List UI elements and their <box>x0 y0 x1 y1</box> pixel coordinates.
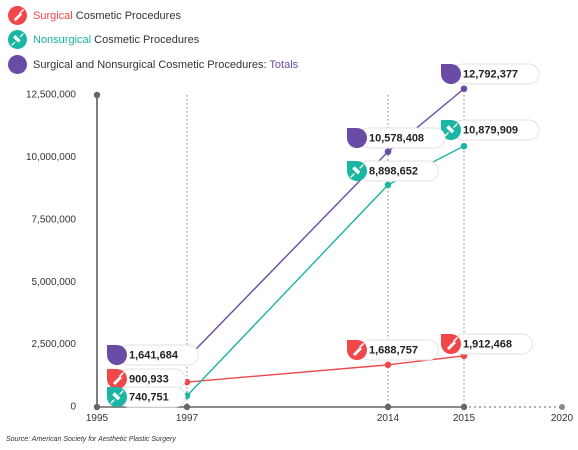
data-label: 1,688,757 <box>369 344 418 356</box>
data-point-totals <box>460 85 468 93</box>
data-point-nonsurgical <box>384 181 392 189</box>
legend-label: Surgical Cosmetic Procedures <box>33 10 181 22</box>
legend-item-surgical: Surgical Cosmetic Procedures <box>8 6 181 25</box>
data-label: 8,898,652 <box>369 165 418 177</box>
syringe-icon <box>107 387 127 407</box>
legend-item-nonsurgical: Nonsurgical Cosmetic Procedures <box>8 30 199 49</box>
scalpel-icon <box>8 6 27 25</box>
y-axis-top-dot <box>93 91 101 99</box>
label-marker <box>441 64 461 84</box>
label-marker <box>107 345 127 365</box>
x-tick-label: 2015 <box>453 413 476 424</box>
y-tick-label: 2,500,000 <box>32 339 77 350</box>
data-label: 10,578,408 <box>369 132 424 144</box>
scalpel-icon <box>441 334 461 354</box>
x-axis-dot-2015 <box>460 403 468 411</box>
data-label: 900,933 <box>129 373 169 385</box>
y-tick-label: 7,500,000 <box>32 214 77 225</box>
x-axis-dot-2014 <box>384 403 392 411</box>
syringe-icon <box>347 161 367 181</box>
y-tick-label: 0 <box>70 402 76 413</box>
source-note: Source: American Society for Aesthetic P… <box>6 436 176 443</box>
y-tick-label: 12,500,000 <box>26 90 76 101</box>
legend-rest: Cosmetic Procedures <box>72 9 181 22</box>
legend-item-totals: Surgical and Nonsurgical Cosmetic Proced… <box>8 55 298 74</box>
data-label: 740,751 <box>129 391 169 403</box>
data-label: 1,912,468 <box>463 338 512 350</box>
legend-highlight: Nonsurgical <box>33 33 92 46</box>
data-point-totals <box>384 148 392 155</box>
x-axis-dot-2020 <box>559 404 565 410</box>
x-tick-label: 1997 <box>176 413 199 424</box>
syringe-icon <box>8 30 27 49</box>
syringe-icon <box>441 120 461 140</box>
legend-label: Surgical and Nonsurgical Cosmetic Proced… <box>33 59 298 71</box>
y-tick-label: 5,000,000 <box>32 277 77 288</box>
scalpel-icon <box>347 340 367 360</box>
x-tick-label: 2020 <box>551 413 574 424</box>
line-chart: 0 2,500,000 5,000,000 7,500,000 10,000,000 12… <box>26 63 574 424</box>
data-point-nonsurgical <box>460 142 468 150</box>
data-label: 1,641,684 <box>129 349 179 361</box>
x-tick-label: 2014 <box>377 413 400 424</box>
legend-highlight: Totals <box>269 58 299 71</box>
data-point-surgical <box>384 361 392 369</box>
legend-rest: Surgical and Nonsurgical Cosmetic Proced… <box>33 58 270 71</box>
x-axis-dot-1997 <box>183 403 191 411</box>
legend-highlight: Surgical <box>33 9 73 22</box>
y-tick-label: 10,000,000 <box>26 152 76 163</box>
legend-label: Nonsurgical Cosmetic Procedures <box>33 34 199 46</box>
data-label: 10,879,909 <box>463 124 518 136</box>
legend-rest: Cosmetic Procedures <box>91 33 200 46</box>
x-tick-label: 1995 <box>86 413 109 424</box>
label-marker <box>347 128 367 148</box>
data-label: 12,792,377 <box>463 68 518 80</box>
legend-swatch <box>8 55 27 74</box>
scalpel-icon <box>107 369 127 389</box>
x-axis-dot-1995 <box>93 403 101 411</box>
